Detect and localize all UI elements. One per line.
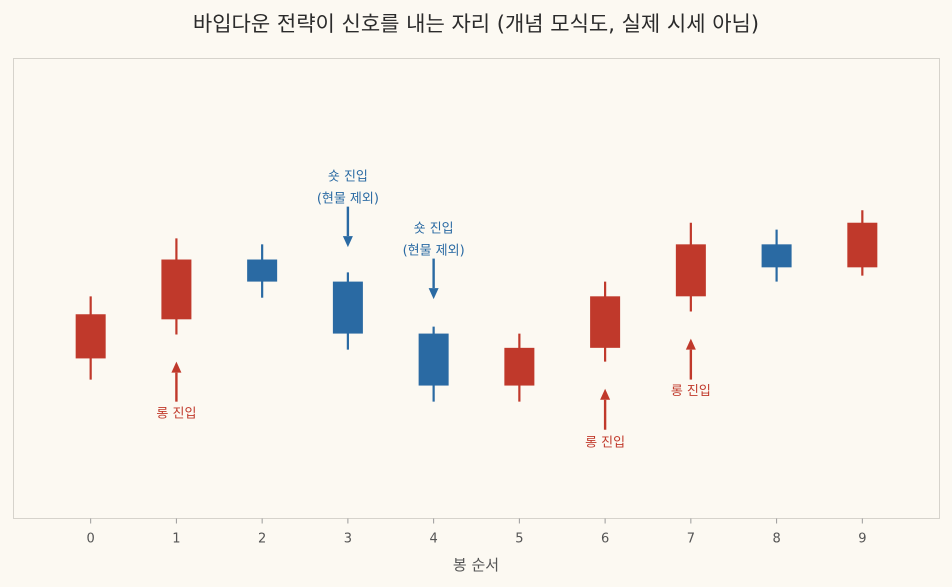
x-tick-label: 3 — [344, 532, 352, 547]
chart-title: 바입다운 전략이 신호를 내는 자리 (개념 모식도, 실제 시세 아님) — [193, 12, 759, 36]
x-tick-label: 1 — [172, 532, 180, 547]
candle-body — [247, 259, 278, 282]
x-tick-label: 6 — [601, 532, 609, 547]
annotations: 롱 진입숏 진입(현물 제외)숏 진입(현물 제외)롱 진입롱 진입 — [156, 169, 710, 450]
x-tick-label: 7 — [687, 532, 695, 547]
candle-body — [418, 333, 449, 386]
entry-label: (현물 제외) — [317, 191, 379, 206]
entry-label: (현물 제외) — [403, 243, 465, 258]
entry-label: 롱 진입 — [585, 435, 625, 450]
candle-body — [590, 296, 621, 348]
entry-arrow-head — [428, 288, 439, 300]
entry-label: 숏 진입 — [414, 221, 454, 236]
candle-body — [75, 314, 106, 359]
x-tick-label: 0 — [87, 532, 95, 547]
entry-arrow-head — [342, 236, 353, 248]
candle-body — [161, 259, 192, 320]
candle-body — [761, 244, 792, 268]
candle-body — [675, 244, 706, 297]
candle-body — [847, 222, 878, 268]
entry-arrow-head — [171, 361, 182, 373]
x-tick-label: 2 — [258, 532, 266, 547]
entry-arrow-head — [685, 338, 696, 350]
entry-label: 롱 진입 — [671, 384, 711, 399]
candle-body — [504, 347, 535, 386]
x-tick-label: 8 — [772, 532, 780, 547]
x-axis-ticks: 0 1 2 3 4 5 6 7 8 9 — [87, 518, 866, 547]
x-tick-label: 9 — [858, 532, 866, 547]
candles — [75, 210, 878, 402]
x-tick-label: 4 — [429, 532, 437, 547]
entry-label: 롱 진입 — [156, 406, 196, 421]
x-tick-label: 5 — [515, 532, 523, 547]
entry-label: 숏 진입 — [328, 169, 368, 184]
candle-body — [332, 281, 363, 334]
entry-arrow-head — [600, 388, 611, 400]
x-axis-label: 봉 순서 — [453, 556, 499, 574]
plot-area — [13, 58, 940, 519]
